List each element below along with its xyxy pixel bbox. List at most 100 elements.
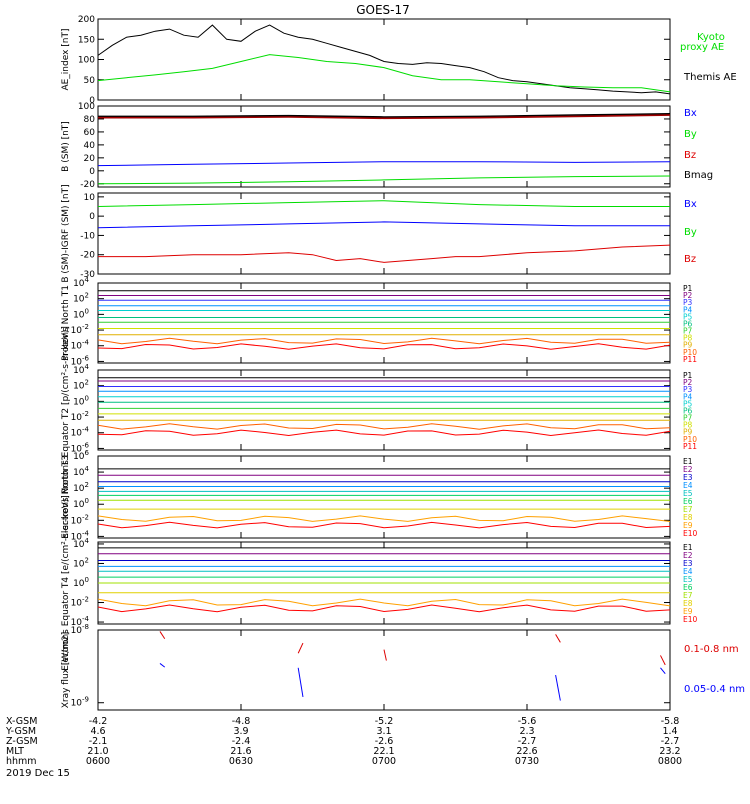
y-tick-label: 10-2 xyxy=(71,410,89,423)
series-line-bx xyxy=(97,200,670,207)
ephemeris-value: -2.1 xyxy=(89,736,108,747)
legend-p8: P8 xyxy=(683,421,693,430)
series-line-bmag xyxy=(98,113,671,118)
series-line-kyoto xyxy=(97,54,671,93)
ephemeris-row-label: MLT xyxy=(6,746,24,757)
y-axis-label: B (SM)-IGRF (SM) [nT] xyxy=(61,184,71,282)
legend-p10: P10 xyxy=(683,348,697,357)
panel-frame xyxy=(97,629,671,711)
panel-e3 xyxy=(97,455,671,539)
y-tick-label: 100 xyxy=(73,307,89,320)
series-line-p10 xyxy=(97,423,671,430)
y-tick-label: 0 xyxy=(89,96,95,106)
panel-p1 xyxy=(97,282,671,364)
y-tick-label: -10 xyxy=(80,231,95,241)
y-axis-label: Protons Equator T2 [p/(cm²-s-sr-keV)] xyxy=(61,326,71,494)
y-tick-label: 100 xyxy=(73,497,89,510)
legend-p8: P8 xyxy=(683,334,693,343)
legend-proxy-ae: proxy AE xyxy=(680,42,724,53)
y-axis-label: Xray flux [W/m2] xyxy=(61,632,71,709)
ephemeris-value: -2.4 xyxy=(232,736,251,747)
xray-segment xyxy=(660,667,666,674)
legend-p3: P3 xyxy=(683,385,693,394)
legend-e7: E7 xyxy=(683,591,693,600)
ephemeris-value: 0800 xyxy=(658,756,682,767)
series-line-p11 xyxy=(97,429,671,437)
ephemeris-value: -4.2 xyxy=(89,716,108,727)
ephemeris-value: -4.8 xyxy=(232,716,251,727)
y-tick-label: 100 xyxy=(73,576,89,589)
date-label: 2019 Dec 15 xyxy=(6,768,70,779)
panel-frame xyxy=(97,18,671,101)
series-line-bz xyxy=(98,114,671,120)
xray-segment xyxy=(555,634,561,643)
legend-e6: E6 xyxy=(683,497,693,506)
legend-bmag: Bmag xyxy=(684,170,713,181)
ephemeris-value: -5.2 xyxy=(375,716,394,727)
legend-p11: P11 xyxy=(683,355,697,364)
legend-p1: P1 xyxy=(683,371,693,380)
series-line-e9 xyxy=(97,515,671,522)
y-tick-label: 102 xyxy=(73,379,89,392)
panel-bigrf xyxy=(97,192,671,275)
ephemeris-value: 2.3 xyxy=(519,726,534,737)
ephemeris-value: -2.6 xyxy=(375,736,394,747)
legend-bx: Bx xyxy=(684,199,697,210)
y-tick-label: 10 xyxy=(84,193,96,203)
panel-xray xyxy=(97,629,671,711)
panel-e4 xyxy=(97,541,671,625)
y-tick-label: 10-9 xyxy=(71,696,89,709)
legend-themis-ae: Themis AE xyxy=(683,72,737,83)
legend-e10: E10 xyxy=(683,529,698,538)
series-line-p11 xyxy=(97,343,671,350)
y-tick-label: 60 xyxy=(84,128,96,138)
legend-e4: E4 xyxy=(683,481,693,490)
y-axis-label: Protons North T1 xyxy=(61,285,71,361)
legend-bx: Bx xyxy=(684,108,697,119)
ephemeris-value: 21.6 xyxy=(230,746,251,757)
legend-e5: E5 xyxy=(683,575,693,584)
panel-bsm xyxy=(97,105,671,188)
series-line-by xyxy=(97,175,671,185)
legend-p7: P7 xyxy=(683,414,693,423)
legend-e7: E7 xyxy=(683,505,693,514)
legend-e2: E2 xyxy=(683,465,693,474)
ephemeris-value: 0600 xyxy=(86,756,110,767)
legend-p6: P6 xyxy=(683,319,693,328)
legend-e3: E3 xyxy=(683,473,693,482)
ephemeris-value: 22.6 xyxy=(516,746,537,757)
y-tick-label: 10-4 xyxy=(71,339,90,352)
ephemeris-row-label: X-GSM xyxy=(6,716,37,727)
ephemeris-row-label: hhmm xyxy=(6,756,37,767)
legend-p7: P7 xyxy=(683,327,693,336)
ephemeris-row-label: Y-GSM xyxy=(5,726,36,737)
legend-e1: E1 xyxy=(683,457,693,466)
ephemeris-value: 0700 xyxy=(372,756,396,767)
y-tick-label: -30 xyxy=(80,270,95,280)
ephemeris-value: 3.9 xyxy=(233,726,248,737)
y-tick-label: 50 xyxy=(84,76,96,86)
ephemeris-value: 0730 xyxy=(515,756,539,767)
legend-p4: P4 xyxy=(683,305,693,314)
ephemeris-value: -5.8 xyxy=(661,716,680,727)
xray-segment xyxy=(297,667,304,697)
panel-p2 xyxy=(97,369,671,451)
y-axis-label: AE_index [nT] xyxy=(61,28,71,90)
legend-e9: E9 xyxy=(683,607,693,616)
legend-bz: Bz xyxy=(684,254,696,265)
ephemeris-value: 22.1 xyxy=(373,746,394,757)
y-tick-label: 102 xyxy=(73,292,89,305)
xray-segment xyxy=(159,631,166,640)
legend-p6: P6 xyxy=(683,406,693,415)
series-line-bx xyxy=(97,161,671,167)
ephemeris-row-label: Z-GSM xyxy=(6,736,38,747)
xray-segment xyxy=(159,663,166,668)
y-tick-label: 10-4 xyxy=(71,426,90,439)
legend-p1: P1 xyxy=(683,284,693,293)
panel-ae xyxy=(97,18,671,101)
legend-p9: P9 xyxy=(683,428,693,437)
y-tick-label: 20 xyxy=(84,154,96,164)
ephemeris-value: -2.7 xyxy=(518,736,537,747)
plot-title: GOES-17 xyxy=(356,3,410,17)
ephemeris-value: 23.2 xyxy=(659,746,680,757)
